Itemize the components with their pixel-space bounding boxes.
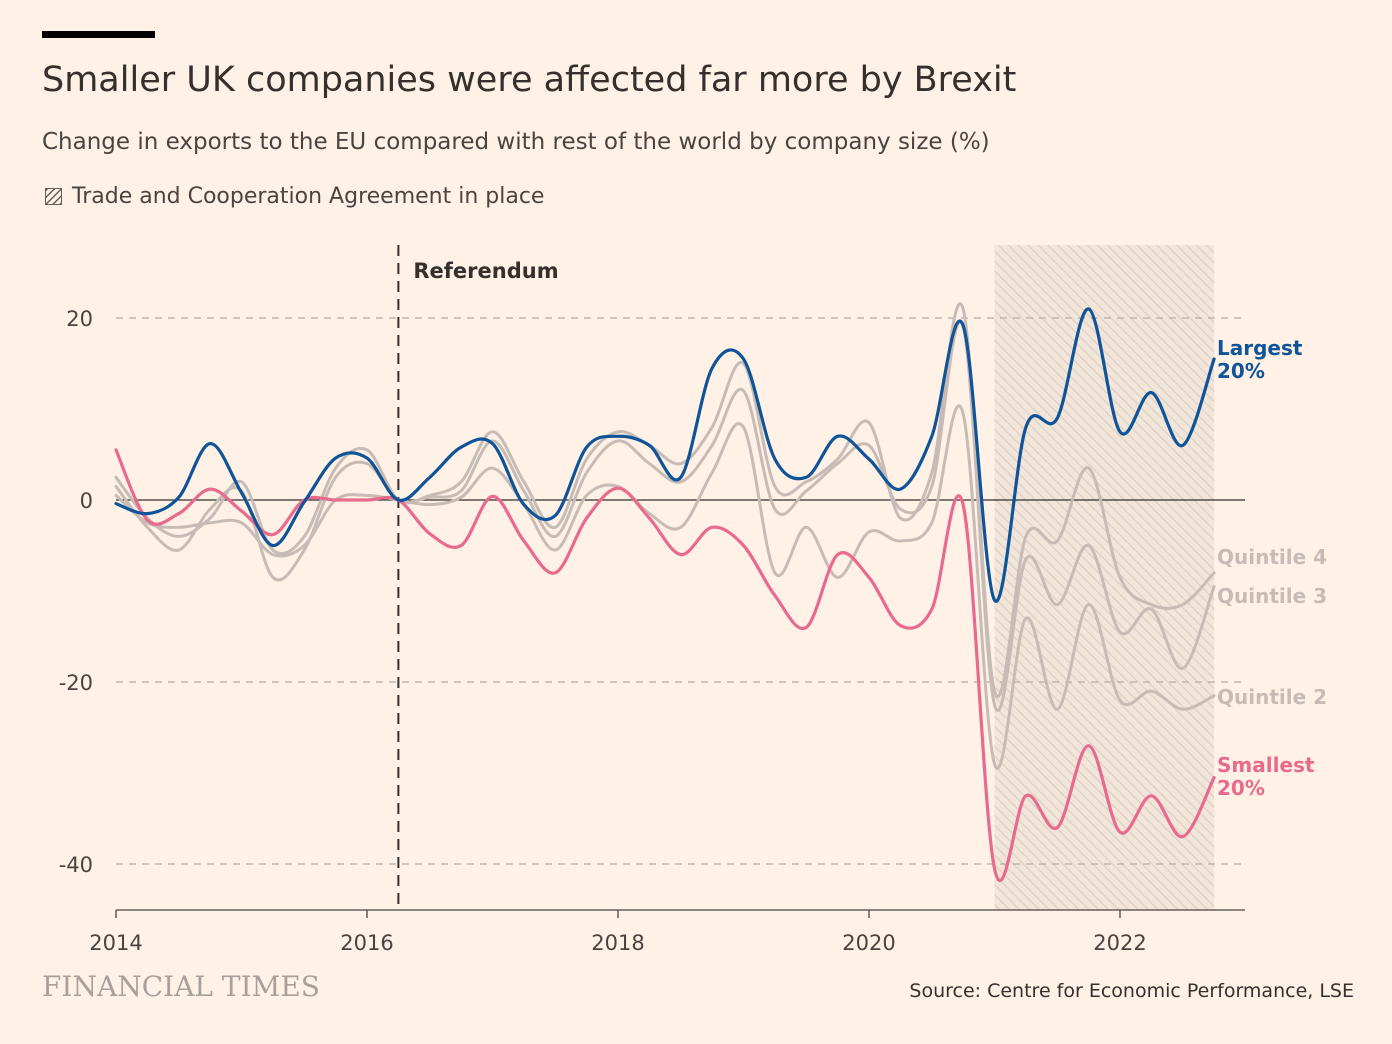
y-tick-label: 0 bbox=[80, 489, 93, 513]
series-label-quintile-2: Quintile 2 bbox=[1217, 685, 1327, 709]
y-tick-label: -20 bbox=[59, 671, 93, 695]
ft-logo: FINANCIAL TIMES bbox=[42, 970, 320, 1003]
series-label-largest: Largest 20% bbox=[1217, 336, 1303, 383]
x-tick-label: 2018 bbox=[591, 931, 644, 955]
x-tick-label: 2014 bbox=[89, 931, 142, 955]
series-label-smallest: Smallest 20% bbox=[1217, 753, 1315, 800]
x-tick-label: 2020 bbox=[842, 931, 895, 955]
tca-shaded-region bbox=[994, 245, 1215, 910]
brand-top-bar bbox=[42, 31, 155, 38]
y-tick-label: 20 bbox=[66, 307, 93, 331]
x-tick-label: 2016 bbox=[340, 931, 393, 955]
legend: Trade and Cooperation Agreement in place bbox=[42, 184, 544, 209]
series-line-quintile-3 bbox=[114, 320, 1216, 712]
source-note: Source: Centre for Economic Performance,… bbox=[909, 980, 1354, 1002]
y-tick-label: -40 bbox=[59, 853, 93, 877]
x-tick-label: 2022 bbox=[1093, 931, 1146, 955]
hatched-swatch-icon bbox=[45, 188, 62, 205]
chart-subtitle: Change in exports to the EU compared wit… bbox=[42, 129, 990, 155]
series-line-quintile-2 bbox=[114, 404, 1216, 770]
series-label-quintile-4: Quintile 4 bbox=[1217, 545, 1327, 569]
chart-title: Smaller UK companies were affected far m… bbox=[42, 60, 1017, 100]
series-label-quintile-3: Quintile 3 bbox=[1217, 584, 1327, 608]
series-line-largest bbox=[114, 307, 1216, 603]
referendum-label: Referendum bbox=[413, 259, 558, 283]
legend-label: Trade and Cooperation Agreement in place bbox=[72, 184, 545, 209]
series-line-smallest bbox=[114, 448, 1216, 882]
